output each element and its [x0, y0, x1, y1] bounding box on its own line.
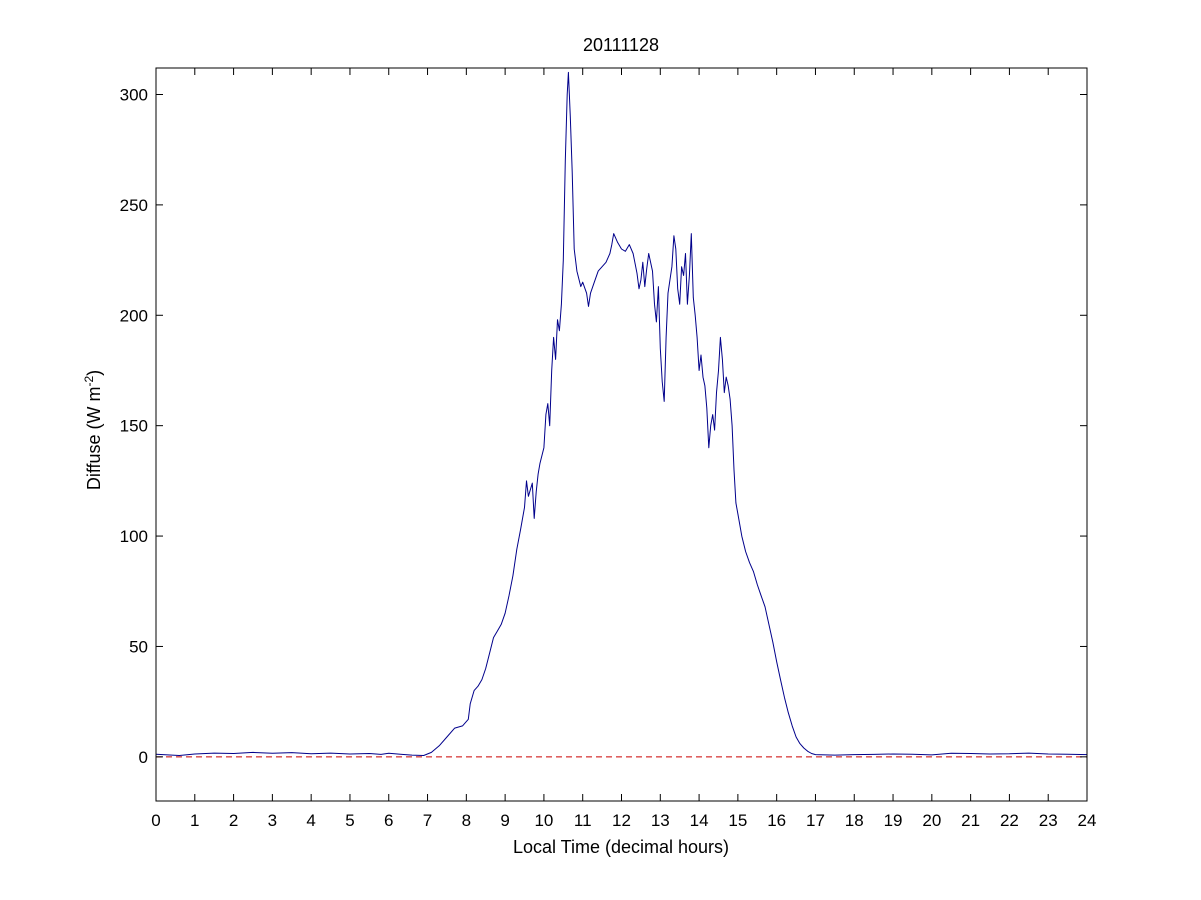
y-tick-label: 200	[120, 306, 148, 325]
x-tick-label: 15	[728, 811, 747, 830]
x-axis-label: Local Time (decimal hours)	[513, 837, 729, 857]
x-tick-label: 7	[423, 811, 432, 830]
x-tick-label: 2	[229, 811, 238, 830]
x-tick-label: 19	[884, 811, 903, 830]
x-tick-label: 9	[500, 811, 509, 830]
x-tick-label: 16	[767, 811, 786, 830]
x-axis: 0 1 2 3 4 5 6 7 8 9 10 11 12 13 14 15 16 17 18 19 20 21 22 23 24	[151, 68, 1096, 830]
y-tick-label: 50	[129, 637, 148, 656]
x-tick-label: 13	[651, 811, 670, 830]
x-tick-label: 6	[384, 811, 393, 830]
x-tick-label: 21	[961, 811, 980, 830]
x-tick-label: 23	[1039, 811, 1058, 830]
x-tick-label: 17	[806, 811, 825, 830]
x-tick-label: 0	[151, 811, 160, 830]
y-axis-label-close: )	[84, 370, 104, 376]
x-tick-label: 18	[845, 811, 864, 830]
y-axis-label-main: Diffuse (W m	[84, 386, 104, 490]
y-tick-label: 100	[120, 527, 148, 546]
plot-area	[155, 71, 1088, 758]
x-tick-label: 11	[574, 811, 592, 830]
x-tick-label: 14	[690, 811, 709, 830]
x-tick-label: 24	[1078, 811, 1097, 830]
x-tick-label: 20	[922, 811, 941, 830]
y-tick-label: 300	[120, 85, 148, 104]
x-tick-label: 5	[345, 811, 354, 830]
x-tick-label: 8	[462, 811, 471, 830]
x-tick-label: 3	[268, 811, 277, 830]
y-axis-label: Diffuse (W m-2)	[82, 370, 104, 490]
y-axis: 0 50 100 150 200 250 300	[120, 85, 1087, 767]
x-tick-label: 4	[306, 811, 315, 830]
chart-title: 20111128	[583, 35, 659, 55]
x-tick-label: 1	[190, 811, 199, 830]
y-tick-label: 0	[139, 748, 148, 767]
x-tick-label: 10	[534, 811, 553, 830]
y-tick-label: 250	[120, 196, 148, 215]
x-tick-label: 22	[1000, 811, 1019, 830]
series-line-diffuse	[155, 71, 1088, 756]
y-axis-label-superscript: -2	[82, 375, 96, 386]
y-tick-label: 150	[120, 417, 148, 436]
x-tick-label: 12	[612, 811, 631, 830]
